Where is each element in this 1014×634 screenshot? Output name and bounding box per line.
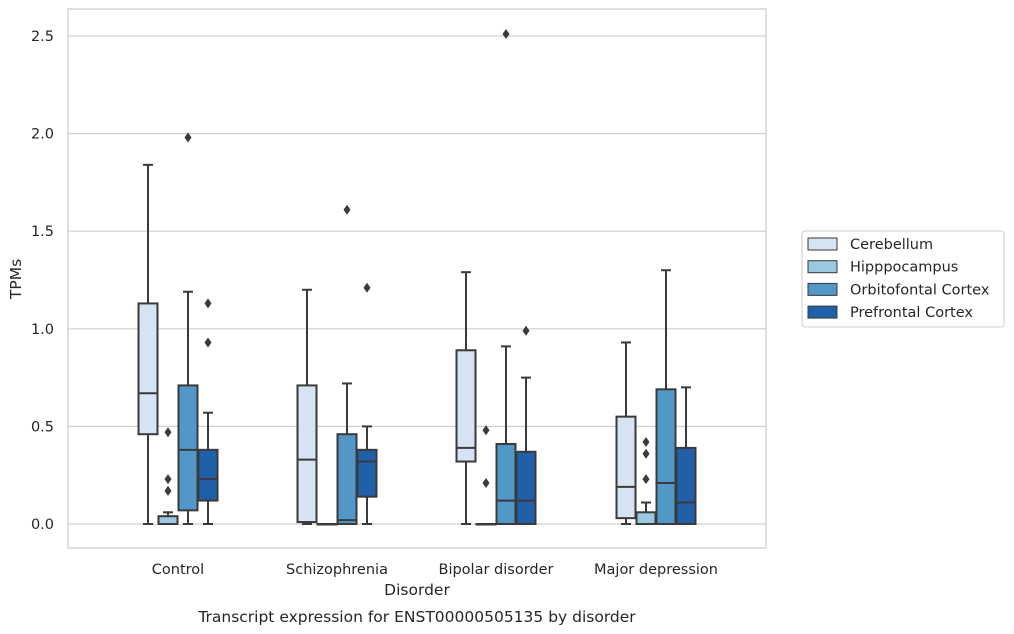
iqr-box bbox=[157, 515, 179, 526]
outlier-point bbox=[522, 325, 530, 336]
y-tick-label: 0.5 bbox=[31, 419, 54, 435]
plot-frame bbox=[67, 8, 767, 549]
x-tick-label: Control bbox=[152, 562, 204, 578]
outlier-point bbox=[482, 478, 490, 489]
legend-label: Hipppocampus bbox=[850, 260, 958, 276]
y-tick-label: 1.0 bbox=[31, 322, 54, 338]
box-prefrontal-cortex-bipolar-disorder bbox=[515, 325, 537, 525]
legend-swatch bbox=[807, 260, 838, 274]
iqr-box bbox=[675, 446, 697, 526]
legend-label: Orbitofontal Cortex bbox=[850, 282, 990, 298]
outlier-point bbox=[363, 282, 371, 293]
outlier-point bbox=[642, 474, 650, 485]
y-tick-labels: 0.0 0.5 1.0 1.5 2.0 2.5 bbox=[31, 29, 54, 533]
iqr-box bbox=[455, 349, 477, 463]
iqr-box bbox=[296, 384, 318, 524]
box-cerebellum-bipolar-disorder bbox=[455, 271, 477, 525]
outlier-point bbox=[164, 427, 172, 438]
legend-label: Prefrontal Cortex bbox=[850, 305, 973, 321]
iqr-box bbox=[177, 384, 199, 512]
outlier-point bbox=[164, 474, 172, 485]
outlier-point bbox=[482, 425, 490, 436]
box-cerebellum-major-depression bbox=[615, 341, 637, 525]
iqr-box bbox=[635, 511, 657, 526]
box-hipppocampus-bipolar-disorder bbox=[475, 425, 497, 526]
legend-frame bbox=[801, 230, 1005, 328]
box-cerebellum-schizophrenia bbox=[296, 288, 318, 525]
box-prefrontal-cortex-major-depression bbox=[675, 386, 697, 526]
box-orbitofontal-cortex-bipolar-disorder bbox=[495, 29, 517, 525]
box-hipppocampus-schizophrenia bbox=[316, 523, 338, 526]
iqr-box bbox=[197, 448, 219, 502]
x-axis-title: Disorder bbox=[384, 581, 450, 599]
y-axis-title: TPMs bbox=[7, 259, 25, 300]
box-hipppocampus-control bbox=[157, 427, 179, 526]
box-cerebellum-control bbox=[137, 163, 159, 525]
legend-swatch bbox=[807, 305, 838, 319]
iqr-box bbox=[137, 302, 159, 436]
box-prefrontal-cortex-control bbox=[197, 298, 219, 525]
iqr-box bbox=[356, 448, 378, 498]
x-tick-labels: Control Schizophrenia Bipolar disorder Majo… bbox=[152, 562, 718, 578]
legend-label: Cerebellum bbox=[850, 237, 933, 253]
legend-swatch bbox=[807, 282, 838, 296]
box-prefrontal-cortex-schizophrenia bbox=[356, 282, 378, 525]
box-orbitofontal-cortex-major-depression bbox=[655, 269, 677, 526]
y-tick-label: 0.0 bbox=[31, 517, 54, 533]
outlier-point bbox=[204, 337, 212, 348]
outlier-point bbox=[642, 448, 650, 459]
outlier-point bbox=[164, 485, 172, 496]
box-orbitofontal-cortex-control bbox=[177, 132, 199, 525]
y-tick-label: 2.0 bbox=[31, 127, 54, 143]
x-tick-label: Schizophrenia bbox=[286, 562, 388, 578]
outlier-point bbox=[204, 298, 212, 309]
outlier-point bbox=[343, 204, 351, 215]
iqr-box bbox=[336, 433, 358, 526]
legend-swatch bbox=[807, 237, 838, 251]
box-series bbox=[137, 29, 697, 526]
legend: Cerebellum Hipppocampus Orbitofontal Corte… bbox=[801, 230, 1005, 328]
x-tick-label: Major depression bbox=[594, 562, 718, 578]
outlier-point bbox=[184, 132, 192, 143]
x-tick-label: Bipolar disorder bbox=[439, 562, 554, 578]
y-tick-label: 2.5 bbox=[31, 29, 54, 45]
iqr-box bbox=[495, 442, 517, 525]
chart-caption: Transcript expression for ENST0000050513… bbox=[197, 608, 636, 626]
iqr-box bbox=[655, 388, 677, 526]
iqr-box bbox=[515, 450, 537, 525]
outlier-point bbox=[642, 437, 650, 448]
iqr-box bbox=[615, 415, 637, 520]
y-tick-label: 1.5 bbox=[31, 224, 54, 240]
outlier-point bbox=[502, 29, 510, 40]
